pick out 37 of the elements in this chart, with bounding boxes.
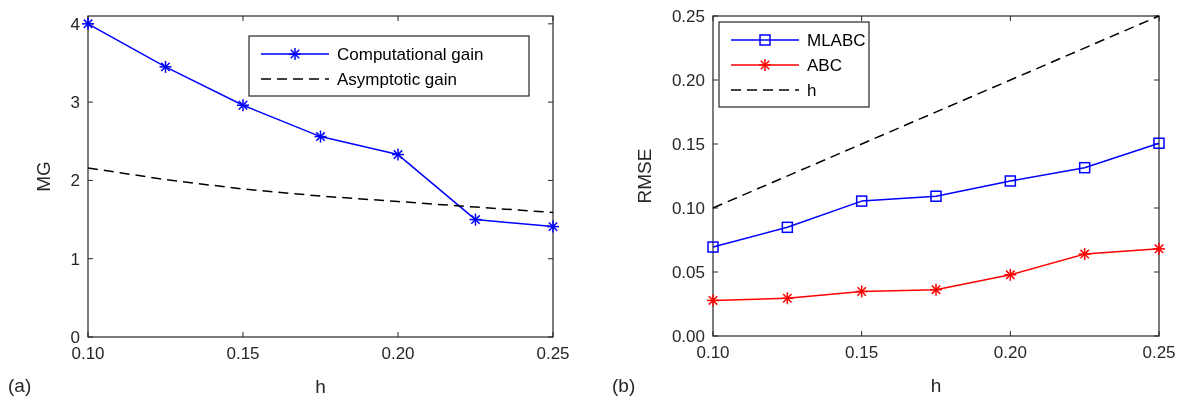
x-tick-label: 0.10 xyxy=(696,343,730,362)
y-tick-label: 0.15 xyxy=(671,134,705,154)
y-tick-label: 3 xyxy=(70,93,80,113)
point xyxy=(930,190,942,202)
y-tick-label: 4 xyxy=(70,14,80,34)
legend-label: Computational gain xyxy=(337,44,484,64)
point xyxy=(781,221,794,234)
x-axis-title: h xyxy=(930,375,942,396)
point xyxy=(707,241,719,253)
y-tick-label: 2 xyxy=(70,171,80,191)
y-tick-label: 0.10 xyxy=(671,198,705,218)
legend-label: h xyxy=(807,80,817,100)
y-tick-label: 0.00 xyxy=(671,326,705,346)
y-axis-title: RMSE xyxy=(634,148,655,204)
y-tick-label: 0.05 xyxy=(671,262,705,282)
x-tick-label: 0.25 xyxy=(536,344,570,363)
point xyxy=(1078,161,1091,174)
point xyxy=(1004,175,1017,187)
x-tick-label: 0.20 xyxy=(993,343,1027,362)
y-tick-label: 0.25 xyxy=(671,6,705,26)
point xyxy=(1153,137,1165,149)
x-tick-label: 0.15 xyxy=(226,344,260,363)
legend-label: Asymptotic gain xyxy=(337,69,457,89)
line-series xyxy=(87,167,554,214)
y-tick-label: 0.20 xyxy=(671,70,705,90)
x-tick-label: 0.20 xyxy=(381,344,415,363)
legend-label: ABC xyxy=(807,55,842,75)
text: (b) xyxy=(612,375,636,396)
x-tick-label: 0.15 xyxy=(845,343,879,362)
y-axis-title: MG xyxy=(33,161,54,192)
y-tick-label: 0 xyxy=(70,327,80,347)
x-axis-title: h xyxy=(315,376,326,397)
point xyxy=(855,195,868,207)
x-tick-label: 0.25 xyxy=(1142,343,1176,362)
y-tick-label: 1 xyxy=(70,249,80,269)
legend-label: MLABC xyxy=(807,30,866,50)
text: (a) xyxy=(8,375,32,396)
